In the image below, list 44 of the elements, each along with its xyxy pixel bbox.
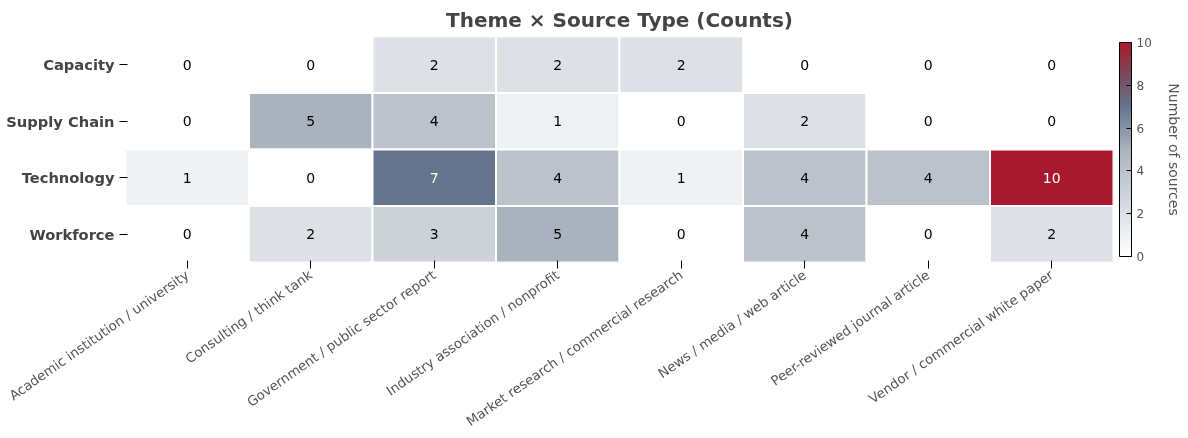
color-bar-label: 2	[1136, 207, 1145, 222]
data-label: 1	[553, 113, 563, 130]
data-label: 0	[1047, 113, 1057, 130]
y-tick-label: Workforce	[29, 225, 115, 243]
data-label: 0	[676, 113, 686, 130]
data-label: 2	[1047, 226, 1057, 243]
data-label: 3	[429, 226, 439, 243]
color-bar-label: 6	[1136, 121, 1145, 136]
data-label: 4	[553, 169, 563, 186]
data-label: 0	[800, 56, 810, 73]
data-label: 0	[182, 226, 192, 243]
data-label: 0	[1047, 56, 1057, 73]
data-label: 0	[306, 169, 316, 186]
data-label: 5	[306, 113, 316, 130]
color-bar-label: 8	[1136, 78, 1145, 93]
data-label: 2	[429, 56, 439, 73]
data-label: 4	[429, 113, 439, 130]
data-label: 0	[923, 56, 933, 73]
y-tick-label: Technology	[21, 169, 115, 187]
data-label: 0	[306, 56, 316, 73]
data-label: 4	[923, 169, 933, 186]
y-tick-label: Supply Chain	[6, 112, 115, 130]
data-label: 0	[923, 226, 933, 243]
data-label: 1	[676, 169, 686, 186]
data-label: 0	[923, 113, 933, 130]
color-bar-label: 4	[1136, 164, 1145, 179]
color-bar-label: 0	[1136, 250, 1145, 264]
data-label: 2	[306, 226, 316, 243]
data-label: 4	[800, 226, 810, 243]
color-bar-label: 10	[1136, 36, 1152, 50]
y-tick-label: Capacity	[43, 56, 115, 74]
chart-title: Theme × Source Type (Counts)	[446, 7, 793, 32]
data-label: 2	[800, 113, 810, 130]
data-label: 1	[182, 169, 192, 186]
data-label: 7	[429, 169, 439, 186]
data-label: 0	[676, 226, 686, 243]
data-label: 10	[1042, 169, 1061, 186]
data-label: 5	[553, 226, 563, 243]
data-label: 2	[553, 56, 563, 73]
data-label: 2	[676, 56, 686, 73]
data-label: 4	[800, 169, 810, 186]
data-label: 0	[182, 56, 192, 73]
color-bar-title: Number of sources	[1165, 83, 1182, 216]
data-label: 0	[182, 113, 192, 130]
